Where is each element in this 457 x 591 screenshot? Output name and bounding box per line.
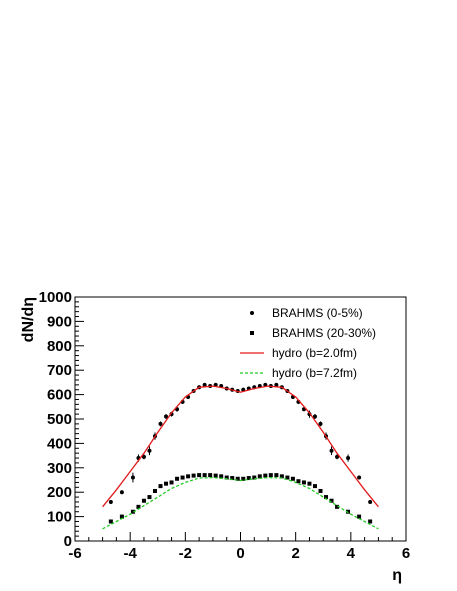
data-point: [252, 475, 257, 480]
y-tick-label: 400: [47, 435, 72, 452]
data-point: [158, 421, 163, 426]
series-1: [108, 382, 373, 504]
data-point: [175, 476, 180, 481]
y-axis-title: dN/dη: [20, 297, 37, 342]
data-point: [307, 481, 312, 486]
x-tick-label: 6: [402, 545, 410, 562]
legend-item: BRAHMS (0-5%): [250, 306, 363, 320]
data-point: [335, 504, 340, 509]
y-tick-label: 1000: [39, 289, 72, 306]
data-point: [279, 474, 284, 479]
x-tick-label: 4: [347, 545, 356, 562]
y-tick-label: 300: [47, 460, 72, 477]
data-point: [152, 488, 157, 493]
data-point: [312, 414, 317, 419]
data-point: [219, 474, 224, 479]
data-point: [318, 488, 323, 493]
data-point: [169, 480, 174, 485]
series-layer: [102, 382, 379, 530]
data-point: [368, 499, 373, 504]
x-tick-label: 2: [291, 545, 299, 562]
legend-item: hydro (b=2.0fm): [240, 346, 357, 360]
legend-item: hydro (b=7.2fm): [240, 366, 357, 380]
data-point: [213, 473, 218, 478]
legend: BRAHMS (0-5%) BRAHMS (20-30%) hydro (b=2.0…: [240, 306, 376, 380]
y-tick-label: 500: [47, 411, 72, 428]
legend-label: hydro (b=7.2fm): [272, 366, 357, 380]
series-line: [102, 476, 379, 530]
data-point: [318, 421, 323, 426]
data-point: [324, 495, 329, 500]
data-point: [230, 476, 235, 481]
y-tick-label: 700: [47, 362, 72, 379]
data-point: [164, 414, 169, 419]
x-axis-title: η: [392, 567, 402, 584]
data-point: [335, 454, 340, 459]
data-point: [285, 475, 290, 480]
data-point: [141, 498, 146, 503]
data-point: [202, 382, 207, 387]
x-tick-label: -2: [179, 545, 192, 562]
data-point: [368, 519, 373, 524]
data-point: [329, 448, 334, 453]
x-tick-label: 0: [236, 545, 244, 562]
series-3: [102, 385, 379, 508]
legend-label: BRAHMS (20-30%): [272, 326, 376, 340]
data-point: [180, 475, 185, 480]
legend-circle-marker: [250, 311, 254, 315]
data-point: [246, 476, 251, 481]
data-point: [290, 476, 295, 481]
data-point: [274, 473, 279, 478]
data-point: [119, 490, 124, 495]
data-point: [141, 454, 146, 459]
data-point: [147, 448, 152, 453]
data-point: [224, 475, 229, 480]
data-point: [130, 475, 135, 480]
data-point: [312, 484, 317, 489]
series-2: [108, 473, 373, 524]
data-point: [130, 509, 135, 514]
data-point: [329, 498, 334, 503]
data-point: [257, 474, 262, 479]
data-point: [186, 474, 191, 479]
data-point: [164, 481, 169, 486]
legend-label: BRAHMS (0-5%): [272, 306, 363, 320]
axes-layer: -6 -4 -2 0 2 4 6 0 100 200 300 400 500 600 700 800 900 10…: [39, 289, 411, 562]
y-tick-label: 900: [47, 313, 72, 330]
legend-item: BRAHMS (20-30%): [250, 326, 376, 340]
data-point: [197, 473, 202, 478]
data-point: [357, 514, 362, 519]
data-point: [108, 499, 113, 504]
y-tick-label: 800: [47, 338, 72, 355]
data-point: [235, 476, 240, 481]
data-point: [296, 479, 301, 484]
data-point: [108, 519, 113, 524]
data-point: [202, 473, 207, 478]
data-point: [241, 476, 246, 481]
y-tick-label: 0: [64, 533, 72, 550]
data-point: [263, 473, 268, 478]
x-tick-label: -4: [123, 545, 137, 562]
data-point: [191, 473, 196, 478]
series-4: [102, 476, 379, 530]
y-tick-label: 200: [47, 484, 72, 501]
data-point: [346, 509, 351, 514]
y-tick-label: 600: [47, 387, 72, 404]
data-point: [346, 456, 351, 461]
data-point: [357, 475, 362, 480]
legend-label: hydro (b=2.0fm): [272, 346, 357, 360]
x-tick-label: -6: [68, 545, 81, 562]
y-tick-label: 100: [47, 509, 72, 526]
data-point: [136, 504, 141, 509]
data-point: [119, 514, 124, 519]
data-point: [158, 484, 163, 489]
data-point: [268, 473, 273, 478]
data-point: [147, 495, 152, 500]
data-point: [301, 480, 306, 485]
series-line: [102, 385, 379, 508]
data-point: [208, 473, 213, 478]
legend-square-marker: [250, 331, 254, 335]
data-point: [274, 382, 279, 387]
